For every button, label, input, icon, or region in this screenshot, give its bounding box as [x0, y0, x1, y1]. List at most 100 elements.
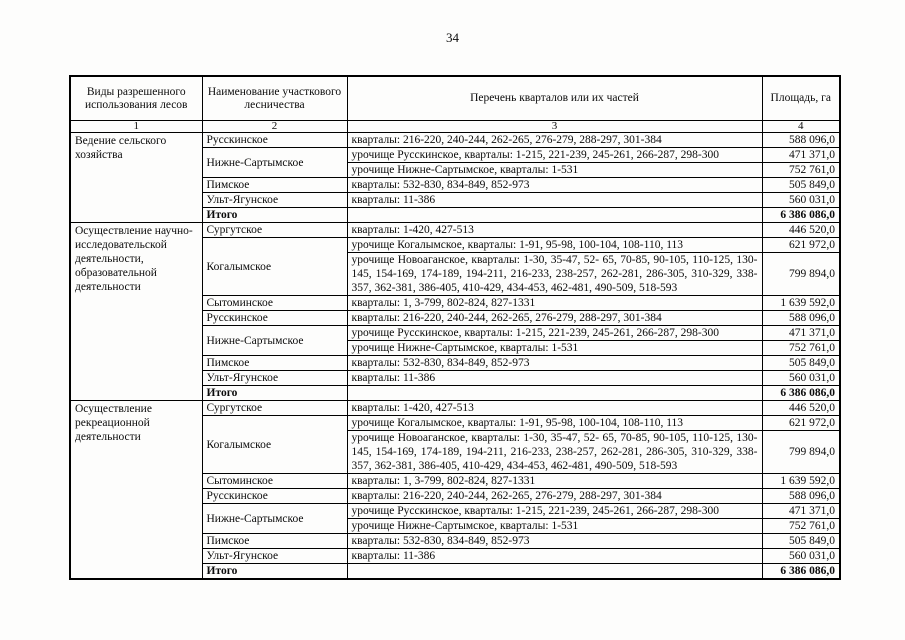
forestry-cell: Русскинское — [201, 310, 348, 326]
forestry-cell: Когалымское — [201, 415, 348, 474]
area-cell: 505 849,0 — [761, 177, 841, 193]
total-area-cell: 6 386 086,0 — [761, 385, 841, 401]
col-header-area: Площадь, га — [761, 75, 841, 121]
quarters-cell: кварталы: 11-386 — [346, 548, 763, 564]
quarters-cell: урочище Новоаганское, кварталы: 1-30, 35… — [346, 430, 763, 474]
table-row: Русскинское кварталы: 216-220, 240-244, 2… — [70, 310, 841, 326]
quarters-cell: кварталы: 1, 3-799, 802-824, 827-1331 — [346, 295, 763, 311]
area-cell: 752 761,0 — [761, 162, 841, 178]
area-cell: 588 096,0 — [761, 488, 841, 504]
quarters-cell — [346, 385, 763, 401]
quarters-cell: урочище Русскинское, кварталы: 1-215, 22… — [346, 503, 763, 519]
forestry-cell: Ульт-Ягунское — [201, 192, 348, 208]
table-header-row: Виды разрешенного использования лесов На… — [69, 75, 841, 121]
forestry-cell: Сытоминское — [201, 295, 348, 311]
col-header-forestry: Наименование участкового лесничества — [201, 75, 348, 121]
area-cell: 799 894,0 — [761, 252, 841, 296]
forestry-cell: Пимское — [201, 533, 348, 549]
forestry-cell: Пимское — [201, 355, 348, 371]
total-area-cell: 6 386 086,0 — [761, 563, 841, 580]
use-type-cell: Осуществление научно-исследовательской д… — [69, 222, 203, 401]
table-row: урочище Нижне-Сартымское, кварталы: 1-53… — [70, 340, 841, 356]
quarters-cell: кварталы: 1-420, 427-513 — [346, 222, 763, 238]
table-row: урочище Нижне-Сартымское, кварталы: 1-53… — [70, 518, 841, 534]
area-cell: 752 761,0 — [761, 340, 841, 356]
total-area-cell: 6 386 086,0 — [761, 207, 841, 223]
table-row: Осуществление рекреационной деятельности… — [69, 400, 841, 580]
area-cell: 471 371,0 — [761, 503, 841, 519]
area-cell: 799 894,0 — [761, 430, 841, 474]
quarters-cell: урочище Русскинское, кварталы: 1-215, 22… — [346, 147, 763, 163]
total-label-cell: Итого — [201, 563, 348, 580]
forestry-cell: Нижне-Сартымское — [201, 325, 348, 356]
col-header-use-types: Виды разрешенного использования лесов — [69, 75, 203, 121]
total-label-cell: Итого — [201, 385, 348, 401]
quarters-cell: кварталы: 532-830, 834-849, 852-973 — [346, 533, 763, 549]
area-cell: 446 520,0 — [761, 400, 841, 416]
quarters-cell: урочище Новоаганское, кварталы: 1-30, 35… — [346, 252, 763, 296]
quarters-cell: кварталы: 11-386 — [346, 370, 763, 386]
forestry-cell: Русскинское — [201, 488, 348, 504]
table-row: Ульт-Ягунское кварталы: 11-386 560 031,0 — [70, 548, 841, 564]
table-row: Сытоминское кварталы: 1, 3-799, 802-824, … — [70, 473, 841, 489]
forestry-cell: Нижне-Сартымское — [201, 503, 348, 534]
table-row: Ведение сельского хозяйства Русскинское кв… — [69, 132, 841, 223]
table-row: Ульт-Ягунское кварталы: 11-386 560 031,0 — [70, 192, 841, 208]
forestry-cell: Сургутское — [201, 400, 348, 416]
quarters-cell: кварталы: 216-220, 240-244, 262-265, 276… — [346, 132, 763, 148]
quarters-cell — [346, 563, 763, 580]
quarters-cell: урочище Нижне-Сартымское, кварталы: 1-53… — [346, 518, 763, 534]
quarters-cell: урочище Русскинское, кварталы: 1-215, 22… — [346, 325, 763, 341]
table-row: урочище Новоаганское, кварталы: 1-30, 35… — [70, 252, 841, 296]
forestry-cell: Сытоминское — [201, 473, 348, 489]
area-cell: 505 849,0 — [761, 533, 841, 549]
area-cell: 621 972,0 — [761, 237, 841, 253]
forestry-cell: Пимское — [201, 177, 348, 193]
quarters-cell: урочище Когалымское, кварталы: 1-91, 95-… — [346, 237, 763, 253]
area-cell: 1 639 592,0 — [761, 295, 841, 311]
table-row: Когалымское урочище Когалымское, кварталы… — [70, 237, 841, 296]
total-label-cell: Итого — [201, 207, 348, 223]
col-header-quarters: Перечень кварталов или их частей — [346, 75, 763, 121]
area-cell: 621 972,0 — [761, 415, 841, 431]
area-cell: 471 371,0 — [761, 325, 841, 341]
column-number: 2 — [201, 120, 348, 133]
quarters-cell: кварталы: 11-386 — [346, 192, 763, 208]
forestry-cell: Сургутское — [201, 222, 348, 238]
use-type-cell: Ведение сельского хозяйства — [69, 132, 203, 223]
column-number-row: 1 2 3 4 — [69, 120, 841, 133]
area-cell: 471 371,0 — [761, 147, 841, 163]
forestry-cell: Ульт-Ягунское — [201, 370, 348, 386]
area-cell: 560 031,0 — [761, 370, 841, 386]
table-row: Итого 6 386 086,0 — [70, 385, 841, 401]
table-row: Когалымское урочище Когалымское, кварталы… — [70, 415, 841, 474]
quarters-cell: кварталы: 1-420, 427-513 — [346, 400, 763, 416]
table-row: Нижне-Сартымское урочище Русскинское, ква… — [70, 147, 841, 178]
area-cell: 588 096,0 — [761, 310, 841, 326]
column-number: 1 — [69, 120, 203, 133]
table-row: Сытоминское кварталы: 1, 3-799, 802-824, … — [70, 295, 841, 311]
table-row: Осуществление научно-исследовательской д… — [69, 222, 841, 401]
use-type-cell: Осуществление рекреационной деятельности — [69, 400, 203, 580]
area-cell: 505 849,0 — [761, 355, 841, 371]
forestry-cell: Русскинское — [201, 132, 348, 148]
column-number: 3 — [346, 120, 763, 133]
quarters-cell: кварталы: 1, 3-799, 802-824, 827-1331 — [346, 473, 763, 489]
table-body: Ведение сельского хозяйства Русскинское кв… — [69, 132, 841, 580]
quarters-cell: кварталы: 532-830, 834-849, 852-973 — [346, 177, 763, 193]
forestry-cell: Ульт-Ягунское — [201, 548, 348, 564]
quarters-cell: кварталы: 532-830, 834-849, 852-973 — [346, 355, 763, 371]
column-number: 4 — [761, 120, 841, 133]
forest-quarters-table: Виды разрешенного использования лесов На… — [69, 75, 841, 580]
area-cell: 560 031,0 — [761, 548, 841, 564]
forestry-cell: Нижне-Сартымское — [201, 147, 348, 178]
area-cell: 446 520,0 — [761, 222, 841, 238]
quarters-cell: кварталы: 216-220, 240-244, 262-265, 276… — [346, 488, 763, 504]
area-cell: 560 031,0 — [761, 192, 841, 208]
quarters-cell: кварталы: 216-220, 240-244, 262-265, 276… — [346, 310, 763, 326]
quarters-cell: урочище Нижне-Сартымское, кварталы: 1-53… — [346, 340, 763, 356]
page-number: 34 — [446, 30, 459, 45]
table-row: Нижне-Сартымское урочище Русскинское, ква… — [70, 325, 841, 356]
area-cell: 588 096,0 — [761, 132, 841, 148]
table-row: Итого 6 386 086,0 — [70, 563, 841, 580]
